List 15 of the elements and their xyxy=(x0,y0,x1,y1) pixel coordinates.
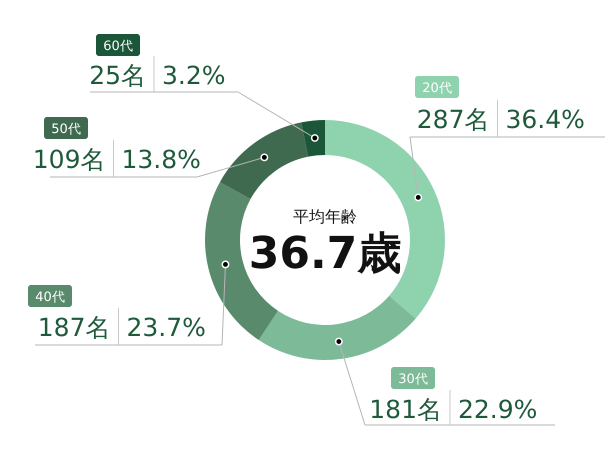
slice-label: 60代 xyxy=(103,39,133,54)
data-label: 187名 23.7% xyxy=(38,313,206,342)
slice-label: 20代 xyxy=(422,81,452,96)
slice-label: 30代 xyxy=(398,372,428,387)
data-label: 25名 3.2% xyxy=(89,61,226,90)
donut-slice xyxy=(258,296,416,360)
text: 36.7歳 xyxy=(248,228,402,279)
data-label: 181名 22.9% xyxy=(369,395,538,424)
slice-label: 50代 xyxy=(51,122,81,137)
text: 平均年齢 xyxy=(293,207,357,226)
donut-slice xyxy=(301,120,325,157)
data-label: 109名 13.8% xyxy=(32,145,201,174)
donut-slice xyxy=(220,122,308,199)
slice-label: 40代 xyxy=(35,290,65,305)
data-label: 287名 36.4% xyxy=(416,105,585,134)
